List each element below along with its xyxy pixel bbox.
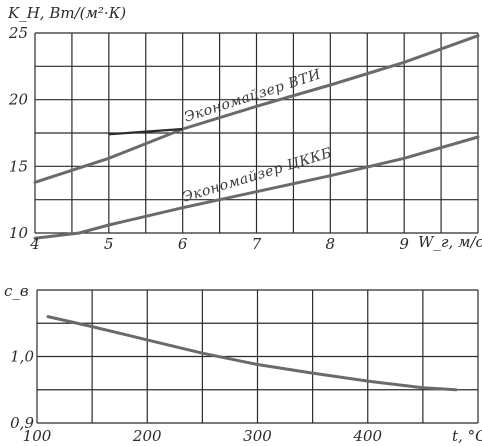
- cv-grid: [36, 289, 479, 424]
- kh-x-tick-label: 5: [104, 235, 114, 253]
- kh-x-tick-label: 8: [326, 235, 336, 253]
- kh-y-tick-label: 25: [8, 24, 28, 42]
- kh-curves: [33, 34, 480, 240]
- kh-grid: [34, 32, 479, 234]
- series-label-tskkb: Экономайзер ЦККБ: [180, 145, 334, 206]
- cv-x-tick-label: 400: [352, 427, 382, 445]
- cv-y-axis-label: c_в: [4, 282, 29, 300]
- cv-curves: [46, 315, 458, 392]
- kh-x-tick-label: 9: [399, 235, 409, 253]
- kh-x-axis-label: W_г, м/с: [418, 233, 482, 251]
- kh-y-tick-label: 20: [8, 91, 29, 109]
- series-label-vti: Экономайзер ВТИ: [182, 66, 323, 125]
- kh-x-tick-label: 7: [252, 235, 262, 253]
- cv-chart: 100 200 300 400 0,9 1,0 c_в t, °C: [4, 282, 482, 445]
- kh-ticks: 4 5 6 7 8 9 10 15 20 25: [8, 24, 409, 253]
- kh-series-line-1: [33, 34, 480, 184]
- kh-reading-arrow: [108, 127, 183, 136]
- kh-x-tick-label: 6: [178, 235, 188, 253]
- kh-series-line-2: [33, 135, 480, 240]
- cv-y-tick-label: 1,0: [10, 348, 34, 366]
- cv-ticks: 100 200 300 400 0,9 1,0: [10, 348, 382, 446]
- cv-x-tick-label: 100: [23, 427, 52, 445]
- kh-y-axis-label: K_H, Вт/(м²·К): [7, 4, 126, 22]
- kh-y-tick-label: 10: [9, 224, 29, 242]
- cv-x-tick-label: 300: [243, 427, 272, 445]
- cv-x-axis-label: t, °C: [452, 427, 482, 445]
- kh-y-tick-label: 15: [9, 157, 28, 175]
- cv-x-tick-label: 200: [132, 427, 162, 445]
- kh-chart: 4 5 6 7 8 9 10 15 20 25 K_H, Вт/(м²·К) W_г, м/с Э…: [7, 4, 482, 253]
- kh-x-tick-label: 4: [29, 235, 40, 253]
- cv-series-line-1: [46, 315, 458, 392]
- cv-y-tick-label: 0,9: [10, 414, 34, 432]
